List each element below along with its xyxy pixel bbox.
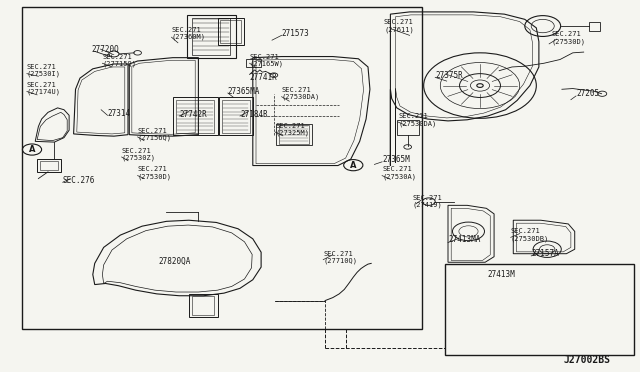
Text: SEC.271
(27530D): SEC.271 (27530D) — [138, 166, 172, 180]
Text: SEC.271
(27325M): SEC.271 (27325M) — [275, 123, 309, 136]
Text: 27184R: 27184R — [240, 110, 268, 119]
Text: 27375R: 27375R — [435, 71, 463, 80]
Text: 27157A: 27157A — [531, 249, 559, 258]
Bar — [445, 264, 634, 355]
Text: SEC.271
(27530DA): SEC.271 (27530DA) — [282, 87, 320, 100]
Bar — [22, 7, 422, 329]
Text: SEC.271
(27360M): SEC.271 (27360M) — [172, 27, 205, 40]
Text: 27741R: 27741R — [250, 73, 277, 81]
Text: 271573: 271573 — [282, 29, 309, 38]
Text: SEC.271
(27710Q): SEC.271 (27710Q) — [323, 251, 357, 264]
Text: 27205: 27205 — [576, 89, 599, 98]
Text: SEC.271
(27530DB): SEC.271 (27530DB) — [511, 228, 549, 242]
Text: SEC.271
(27419): SEC.271 (27419) — [412, 195, 442, 208]
Text: SEC.271
(27530DA): SEC.271 (27530DA) — [398, 113, 436, 126]
Text: 27742R: 27742R — [179, 110, 207, 119]
Text: SEC.271
(27530Z): SEC.271 (27530Z) — [122, 148, 156, 161]
Text: 27365M: 27365M — [382, 155, 410, 164]
Text: SEC.271
(27611): SEC.271 (27611) — [384, 19, 413, 33]
Text: A: A — [350, 161, 356, 170]
Text: SEC.271
(27165W): SEC.271 (27165W) — [250, 54, 284, 67]
Text: 27365MA: 27365MA — [228, 87, 260, 96]
Text: SEC.271
(27530A): SEC.271 (27530A) — [382, 166, 416, 180]
Text: 27413MA: 27413MA — [448, 235, 481, 244]
Text: 27720Q: 27720Q — [92, 45, 119, 54]
Text: J27002BS: J27002BS — [563, 355, 610, 365]
Text: SEC.271
(27530I): SEC.271 (27530I) — [27, 64, 61, 77]
Text: 27820QA: 27820QA — [159, 257, 191, 266]
Text: SEC.271
(27715Q): SEC.271 (27715Q) — [102, 54, 136, 67]
Text: A: A — [29, 145, 35, 154]
Text: SEC.276: SEC.276 — [63, 176, 95, 185]
Text: SEC.271
(27156Q): SEC.271 (27156Q) — [138, 128, 172, 141]
Text: SEC.271
(27530D): SEC.271 (27530D) — [552, 31, 586, 45]
Text: 27413M: 27413M — [488, 270, 515, 279]
Text: 27314: 27314 — [108, 109, 131, 118]
Text: SEC.271
(27174U): SEC.271 (27174U) — [27, 82, 61, 95]
